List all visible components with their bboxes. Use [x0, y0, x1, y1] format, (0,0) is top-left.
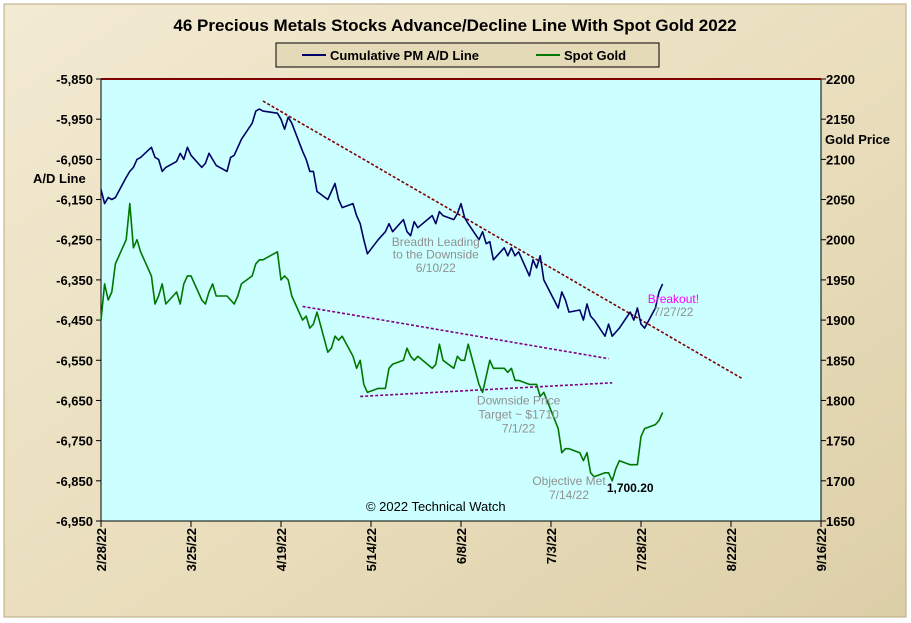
y-tick-label-right: 2000 — [826, 233, 855, 248]
y-tick-label-left: -6,950 — [56, 514, 93, 529]
y-tick-label-right: 2200 — [826, 72, 855, 87]
series — [100, 108, 664, 482]
legend: Cumulative PM A/D Line Spot Gold — [275, 42, 660, 68]
y-tick-label-right: 1850 — [826, 353, 855, 368]
annotation-label: 6/10/22 — [416, 261, 456, 275]
x-tick-label: 3/25/22 — [184, 528, 199, 571]
y-axis-label-left: A/D Line — [33, 171, 86, 186]
legend-box — [275, 42, 660, 68]
annotation-label: 7/27/22 — [653, 305, 693, 319]
annotation-label: Downside Price — [477, 393, 561, 407]
series-line-gold — [100, 202, 664, 482]
y-tick-label-right: 2050 — [826, 193, 855, 208]
x-tick-label: 7/3/22 — [544, 528, 559, 564]
y-tick-label-left: -6,350 — [56, 273, 93, 288]
annotation-label: © 2022 Technical Watch — [366, 499, 506, 514]
y-tick-label-right: 1950 — [826, 273, 855, 288]
annotation-label: Breadth Leading — [392, 235, 480, 249]
annotation-label: 1,700.20 — [607, 481, 654, 495]
chart-title: 46 Precious Metals Stocks Advance/Declin… — [173, 16, 736, 35]
trendline — [360, 381, 613, 398]
annotation-label: to the Downside — [393, 248, 479, 262]
y-axis-label-right: Gold Price — [825, 132, 890, 147]
x-tick-label: 6/8/22 — [454, 528, 469, 564]
x-tick-label: 8/22/22 — [724, 528, 739, 571]
x-tick-label: 2/28/22 — [94, 528, 109, 571]
annotation-label: Breakout! — [648, 292, 699, 306]
y-tick-label-left: -6,150 — [56, 193, 93, 208]
y-tick-label-left: -6,850 — [56, 474, 93, 489]
y-tick-label-left: -6,450 — [56, 313, 93, 328]
trendline — [302, 305, 609, 360]
y-tick-label-left: -6,550 — [56, 353, 93, 368]
legend-label-ad-line: Cumulative PM A/D Line — [330, 48, 479, 63]
trendlines — [262, 100, 743, 398]
annotation-label: Objective Met — [532, 474, 606, 488]
x-axis: 2/28/22 3/25/22 4/19/22 5/14/22 6/8/22 7/3/22… — [94, 521, 829, 571]
y-tick-label-left: -5,850 — [56, 72, 93, 87]
y-tick-label-left: -6,650 — [56, 393, 93, 408]
right-axis: 2200 2150 2100 2050 2000 1950 1900 1850 1800 1750… — [821, 72, 855, 529]
series-line-ad — [100, 108, 664, 338]
plot-area — [100, 78, 822, 522]
trendline — [262, 100, 743, 380]
x-tick-label: 7/28/22 — [634, 528, 649, 571]
annotation-label: 7/1/22 — [502, 422, 536, 436]
y-tick-label-right: 2150 — [826, 112, 855, 127]
y-tick-label-left: -5,950 — [56, 112, 93, 127]
y-tick-label-right: 1800 — [826, 393, 855, 408]
y-tick-label-right: 1650 — [826, 514, 855, 529]
y-tick-label-right: 1900 — [826, 313, 855, 328]
legend-label-gold: Spot Gold — [564, 48, 626, 63]
y-tick-label-right: 1700 — [826, 474, 855, 489]
annotation-label: 7/14/22 — [549, 488, 589, 502]
x-tick-label: 5/14/22 — [364, 528, 379, 571]
annotation-label: Target ~ $1710 — [478, 408, 559, 422]
x-tick-label: 4/19/22 — [274, 528, 289, 571]
y-tick-label-right: 2100 — [826, 152, 855, 167]
y-tick-label-left: -6,050 — [56, 152, 93, 167]
y-tick-label-left: -6,250 — [56, 233, 93, 248]
y-tick-label-left: -6,750 — [56, 434, 93, 449]
x-tick-label: 9/16/22 — [814, 528, 829, 571]
left-axis: -5,850 -5,950 -6,050 -6,150 -6,250 -6,350 -6,4… — [56, 72, 101, 529]
y-tick-label-right: 1750 — [826, 434, 855, 449]
